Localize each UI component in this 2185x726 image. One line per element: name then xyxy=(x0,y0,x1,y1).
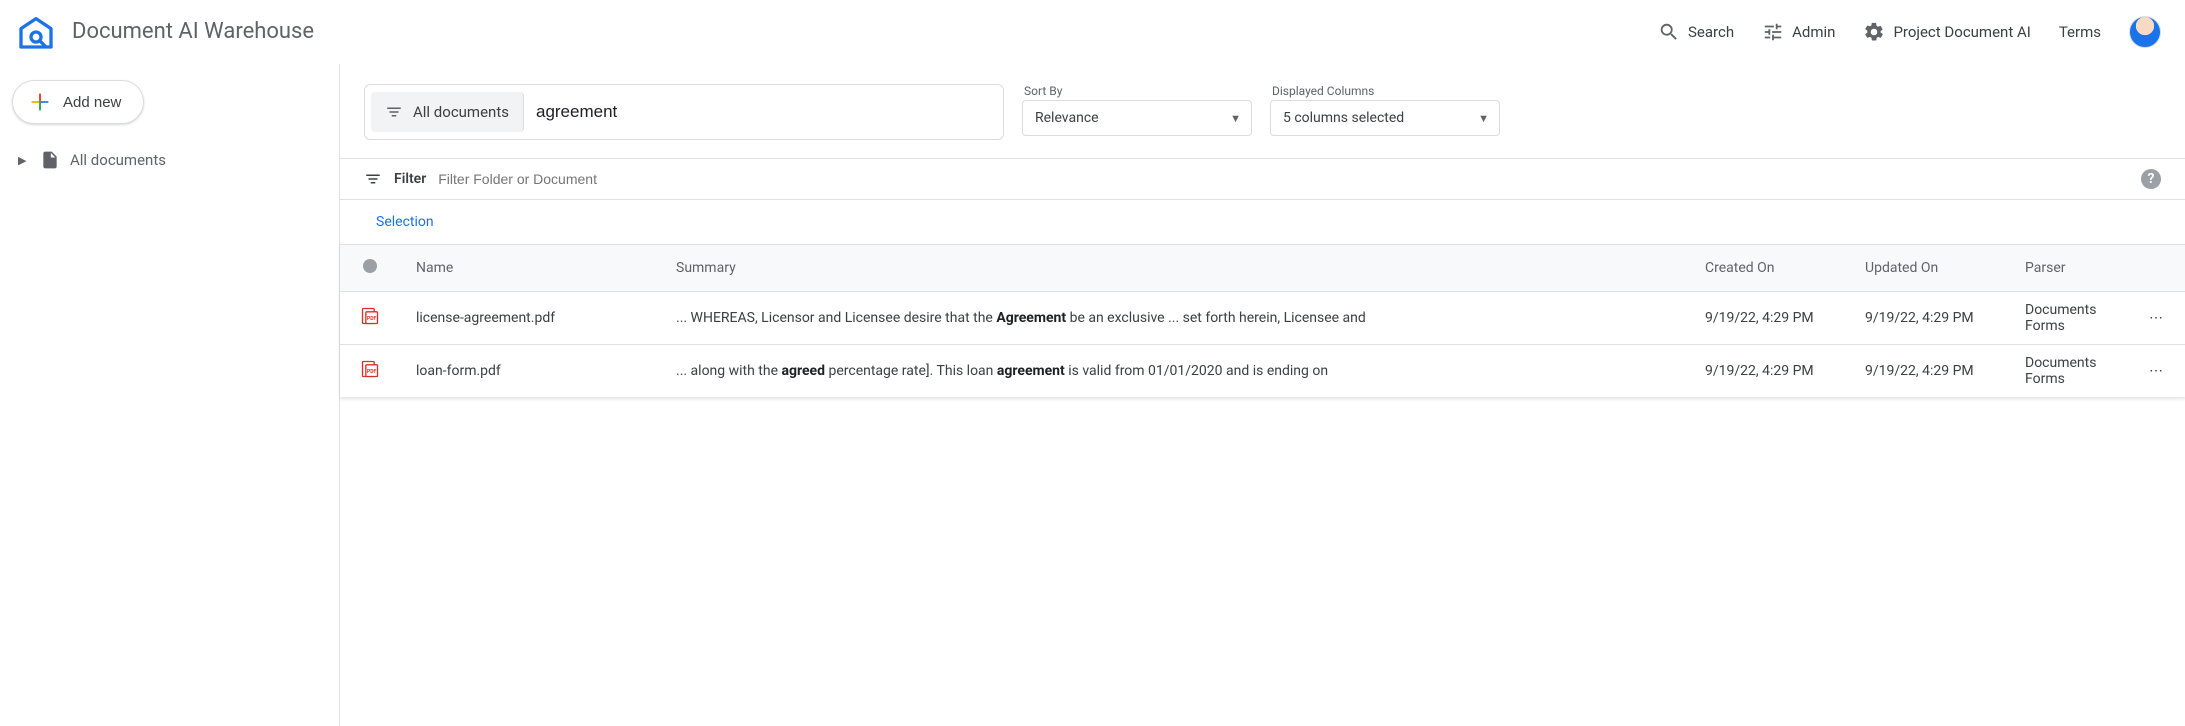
filter-icon xyxy=(364,170,382,188)
displayed-columns-value: 5 columns selected xyxy=(1283,110,1404,126)
filter-list-icon xyxy=(385,103,403,121)
filter-input[interactable] xyxy=(438,171,2129,187)
search-box: All documents xyxy=(364,84,1004,140)
sidebar-item-all-documents[interactable]: ▶ All documents xyxy=(8,144,331,176)
col-summary-header[interactable]: Summary xyxy=(660,245,1689,292)
chevron-right-icon: ▶ xyxy=(18,154,30,167)
row-name: license-agreement.pdf xyxy=(400,292,660,345)
row-parser: Documents Forms xyxy=(2009,292,2129,345)
header-terms-link[interactable]: Terms xyxy=(2059,23,2101,41)
search-row: All documents Sort By Relevance ▼ Displa… xyxy=(340,64,2185,158)
svg-text:PDF: PDF xyxy=(367,369,376,375)
radio-icon xyxy=(363,259,377,273)
header-project-button[interactable]: Project Document AI xyxy=(1863,21,2030,43)
filter-bar: Filter ? xyxy=(340,158,2185,200)
table-row[interactable]: PDF loan-form.pdf... along with the agree… xyxy=(340,345,2185,398)
sort-by-value: Relevance xyxy=(1035,110,1099,126)
header-search-button[interactable]: Search xyxy=(1658,21,1734,43)
col-name-header[interactable]: Name xyxy=(400,245,660,292)
search-icon xyxy=(1658,21,1680,43)
app-title: Document AI Warehouse xyxy=(72,19,314,44)
chevron-down-icon: ▼ xyxy=(1478,112,1489,125)
row-created: 9/19/22, 4:29 PM xyxy=(1689,292,1849,345)
col-created-header[interactable]: Created On xyxy=(1689,245,1849,292)
row-updated: 9/19/22, 4:29 PM xyxy=(1849,345,2009,398)
displayed-columns-label: Displayed Columns xyxy=(1270,84,1500,98)
sort-by-block: Sort By Relevance ▼ xyxy=(1022,84,1252,136)
displayed-columns-dropdown[interactable]: 5 columns selected ▼ xyxy=(1270,100,1500,136)
add-new-label: Add new xyxy=(63,94,121,111)
filter-label: Filter xyxy=(394,171,426,187)
header-admin-button[interactable]: Admin xyxy=(1762,21,1835,43)
header-search-label: Search xyxy=(1688,23,1734,41)
sidebar: Add new ▶ All documents xyxy=(0,64,340,726)
row-summary: ... along with the agreed percentage rat… xyxy=(660,345,1689,398)
results-table: Name Summary Created On Updated On Parse… xyxy=(340,244,2185,397)
row-parser: Documents Forms xyxy=(2009,345,2129,398)
col-parser-header[interactable]: Parser xyxy=(2009,245,2129,292)
header-admin-label: Admin xyxy=(1792,23,1835,41)
sidebar-all-documents-label: All documents xyxy=(70,151,166,169)
search-input[interactable] xyxy=(536,85,997,139)
add-new-button[interactable]: Add new xyxy=(12,80,144,124)
select-all-header[interactable] xyxy=(340,245,400,292)
row-icon-cell: PDF xyxy=(340,345,400,398)
col-actions-header xyxy=(2129,245,2185,292)
help-icon[interactable]: ? xyxy=(2141,169,2161,189)
app-header: Document AI Warehouse Search Admin Proje… xyxy=(0,0,2185,64)
row-icon-cell: PDF xyxy=(340,292,400,345)
sort-by-label: Sort By xyxy=(1022,84,1252,98)
app-logo-block: Document AI Warehouse xyxy=(16,12,314,52)
document-icon xyxy=(40,150,60,170)
chevron-down-icon: ▼ xyxy=(1230,112,1241,125)
table-row[interactable]: PDF license-agreement.pdf... WHEREAS, Lic… xyxy=(340,292,2185,345)
displayed-columns-block: Displayed Columns 5 columns selected ▼ xyxy=(1270,84,1500,136)
row-name: loan-form.pdf xyxy=(400,345,660,398)
selection-link[interactable]: Selection xyxy=(376,214,434,230)
tune-icon xyxy=(1762,21,1784,43)
gear-icon xyxy=(1863,21,1885,43)
svg-text:PDF: PDF xyxy=(367,316,376,322)
header-project-label: Project Document AI xyxy=(1893,23,2030,41)
search-scope-label: All documents xyxy=(413,103,509,121)
header-actions: Search Admin Project Document AI Terms xyxy=(1658,16,2169,48)
header-terms-label: Terms xyxy=(2059,23,2101,41)
warehouse-logo-icon xyxy=(16,12,56,52)
row-created: 9/19/22, 4:29 PM xyxy=(1689,345,1849,398)
pdf-icon: PDF xyxy=(360,306,380,326)
col-updated-header[interactable]: Updated On xyxy=(1849,245,2009,292)
pdf-icon: PDF xyxy=(360,359,380,379)
sort-by-dropdown[interactable]: Relevance ▼ xyxy=(1022,100,1252,136)
main-content: All documents Sort By Relevance ▼ Displa… xyxy=(340,64,2185,726)
search-scope-chip[interactable]: All documents xyxy=(371,92,524,132)
row-summary: ... WHEREAS, Licensor and Licensee desir… xyxy=(660,292,1689,345)
row-updated: 9/19/22, 4:29 PM xyxy=(1849,292,2009,345)
plus-icon xyxy=(29,91,51,113)
selection-row: Selection xyxy=(340,200,2185,244)
row-more-button[interactable]: ⋯ xyxy=(2129,292,2185,345)
user-avatar[interactable] xyxy=(2129,16,2161,48)
row-more-button[interactable]: ⋯ xyxy=(2129,345,2185,398)
